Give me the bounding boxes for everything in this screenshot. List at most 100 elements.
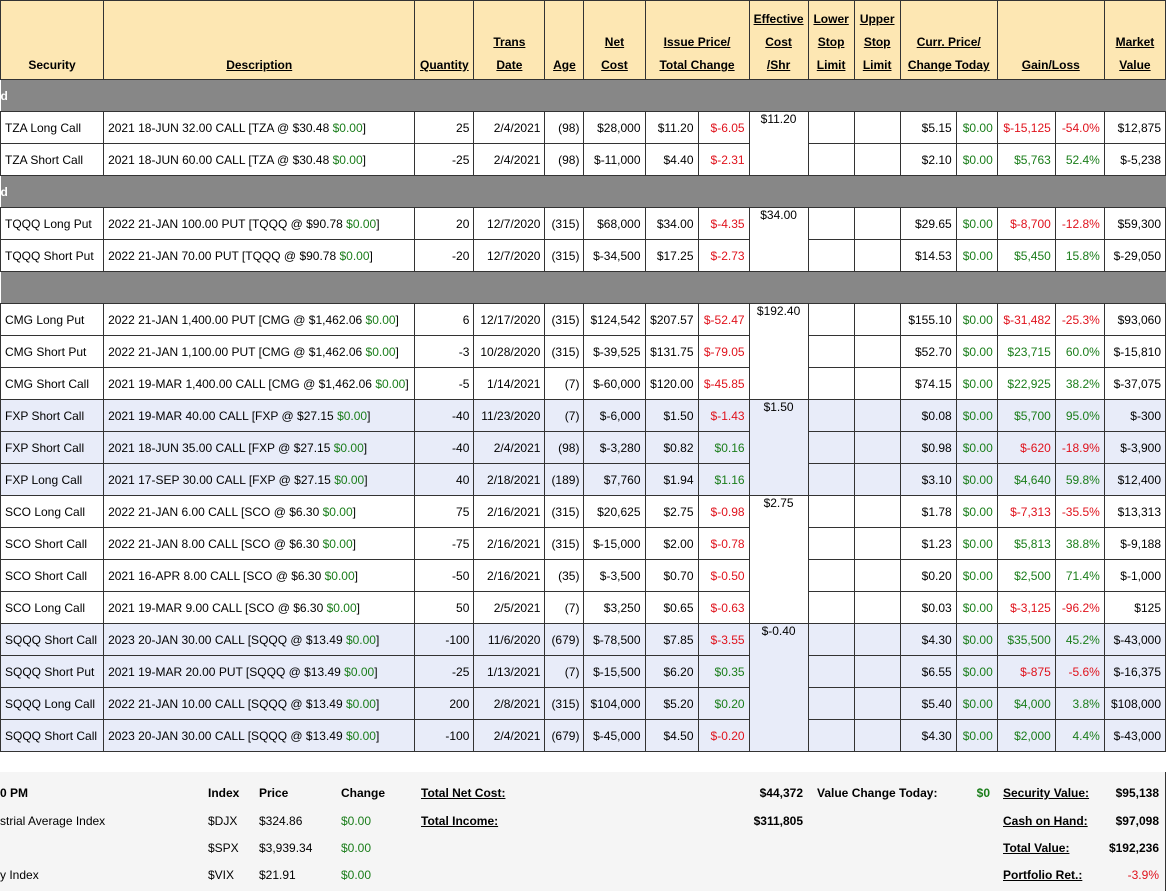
table-row[interactable]: FXP Short Call 2021 18-JUN 35.00 CALL [FX… [0, 431, 1166, 464]
security-cell[interactable]: SQQQ Short Call [0, 719, 105, 752]
col-lower-stop[interactable]: Lower Stop Limit [807, 0, 855, 80]
lower-stop-cell[interactable] [807, 111, 855, 144]
underlying-change: $0.00 [322, 504, 353, 519]
security-cell[interactable]: SCO Long Call [0, 495, 105, 528]
security-cell[interactable]: SQQQ Long Call [0, 687, 105, 720]
lower-stop-cell[interactable] [807, 559, 855, 592]
security-cell[interactable]: FXP Short Call [0, 399, 105, 432]
security-cell[interactable]: SCO Short Call [0, 559, 105, 592]
market-value-cell: $12,400 [1103, 463, 1166, 496]
table-row[interactable]: TQQQ Short Put 2022 21-JAN 70.00 PUT [TQQ… [0, 239, 1166, 272]
table-row[interactable]: CMG Long Put 2022 21-JAN 1,400.00 PUT [CM… [0, 303, 1166, 400]
upper-stop-cell[interactable] [853, 719, 901, 752]
col-net-cost[interactable]: Net Cost [583, 0, 646, 80]
col-age[interactable]: Age [544, 0, 585, 80]
gain-loss-cell: $22,925 [996, 367, 1056, 400]
lower-stop-cell[interactable] [807, 143, 855, 176]
col-effective-cost[interactable]: Effective Cost/Shr [748, 0, 809, 80]
security-cell[interactable]: FXP Long Call [0, 463, 105, 496]
table-row[interactable]: SQQQ Short Call 2023 20-JAN 30.00 CALL [S… [0, 719, 1166, 752]
col-description[interactable]: Description [103, 0, 416, 80]
lower-stop-cell[interactable] [807, 719, 855, 752]
table-row[interactable]: TQQQ Long Put 2022 21-JAN 100.00 PUT [TQQ… [0, 207, 1166, 272]
col-market-value[interactable]: Market Value [1103, 0, 1166, 80]
security-cell[interactable]: SQQQ Short Call [0, 623, 105, 656]
lower-stop-cell[interactable] [807, 623, 855, 656]
upper-stop-cell[interactable] [853, 431, 901, 464]
security-cell[interactable]: TZA Short Call [0, 143, 105, 176]
table-row[interactable]: FXP Long Call 2021 17-SEP 30.00 CALL [FXP… [0, 463, 1166, 496]
security-cell[interactable]: SCO Long Call [0, 591, 105, 624]
security-cell[interactable]: CMG Short Put [0, 335, 105, 368]
description-text: 2022 21-JAN 6.00 CALL [SCO @ $6.30 [108, 504, 323, 519]
col-upper-stop[interactable]: Upper Stop Limit [853, 0, 901, 80]
table-row[interactable]: SCO Long Call 2022 21-JAN 6.00 CALL [SCO … [0, 495, 1166, 624]
upper-stop-cell[interactable] [853, 495, 901, 528]
curr-price-cell: $29.65 [899, 207, 957, 240]
table-row[interactable]: SQQQ Long Call 2022 21-JAN 10.00 CALL [SQ… [0, 687, 1166, 720]
security-cell[interactable]: CMG Short Call [0, 367, 105, 400]
upper-stop-cell[interactable] [853, 335, 901, 368]
lower-stop-cell[interactable] [807, 527, 855, 560]
table-row[interactable]: SQQQ Short Call 2023 20-JAN 30.00 CALL [S… [0, 623, 1166, 752]
lower-stop-cell[interactable] [807, 463, 855, 496]
lower-stop-cell[interactable] [807, 687, 855, 720]
upper-stop-cell[interactable] [853, 143, 901, 176]
group-header-row: d [0, 79, 1166, 112]
lower-stop-cell[interactable] [807, 431, 855, 464]
col-curr-price[interactable]: Curr. Price/Change Today [899, 0, 998, 80]
lower-stop-cell[interactable] [807, 495, 855, 528]
trans-date-cell: 2/8/2021 [473, 687, 546, 720]
upper-stop-cell[interactable] [853, 463, 901, 496]
col-gain-loss[interactable]: Gain/Loss [996, 0, 1105, 80]
lower-stop-cell[interactable] [807, 399, 855, 432]
index-panel: 0 PM Index Price Change strial Average I… [0, 772, 415, 891]
security-cell[interactable]: FXP Short Call [0, 431, 105, 464]
security-cell[interactable]: TQQQ Long Put [0, 207, 105, 240]
upper-stop-cell[interactable] [853, 687, 901, 720]
col-trans-date[interactable]: Trans Date [473, 0, 546, 80]
col-issue-price[interactable]: Issue Price/Total Change [644, 0, 750, 80]
security-cell[interactable]: TZA Long Call [0, 111, 105, 144]
age-cell: (315) [544, 687, 585, 720]
table-row[interactable]: FXP Short Call 2021 19-MAR 40.00 CALL [FX… [0, 399, 1166, 496]
lower-stop-cell[interactable] [807, 303, 855, 336]
table-row[interactable]: TZA Long Call 2021 18-JUN 32.00 CALL [TZA… [0, 111, 1166, 176]
col-quantity[interactable]: Quantity [414, 0, 475, 80]
security-cell[interactable]: SQQQ Short Put [0, 655, 105, 688]
lower-stop-cell[interactable] [807, 207, 855, 240]
lower-stop-cell[interactable] [807, 591, 855, 624]
table-row[interactable]: CMG Short Call 2021 19-MAR 1,400.00 CALL … [0, 367, 1166, 400]
upper-stop-cell[interactable] [853, 303, 901, 336]
description-cell: 2021 19-MAR 20.00 PUT [SQQQ @ $13.49 $0.… [103, 655, 416, 688]
upper-stop-cell[interactable] [853, 239, 901, 272]
upper-stop-cell[interactable] [853, 559, 901, 592]
table-row[interactable]: SCO Long Call 2021 19-MAR 9.00 CALL [SCO … [0, 591, 1166, 624]
quantity-cell: -20 [414, 239, 475, 272]
lower-stop-cell[interactable] [807, 367, 855, 400]
table-row[interactable]: TZA Short Call 2021 18-JUN 60.00 CALL [TZ… [0, 143, 1166, 176]
upper-stop-cell[interactable] [853, 111, 901, 144]
upper-stop-cell[interactable] [853, 527, 901, 560]
lower-stop-cell[interactable] [807, 335, 855, 368]
upper-stop-cell[interactable] [853, 399, 901, 432]
age-cell: (189) [544, 463, 585, 496]
lower-stop-cell[interactable] [807, 239, 855, 272]
upper-stop-cell[interactable] [853, 207, 901, 240]
lower-stop-cell[interactable] [807, 655, 855, 688]
total-change-cell: $-0.50 [697, 559, 750, 592]
table-row[interactable]: CMG Short Put 2022 21-JAN 1,100.00 PUT [C… [0, 335, 1166, 368]
upper-stop-cell[interactable] [853, 623, 901, 656]
security-cell[interactable]: CMG Long Put [0, 303, 105, 336]
portfolio-table: Security Description Quantity Trans Date … [0, 0, 1166, 752]
upper-stop-cell[interactable] [853, 591, 901, 624]
upper-stop-cell[interactable] [853, 367, 901, 400]
col-security[interactable]: Security [0, 0, 105, 80]
upper-stop-cell[interactable] [853, 655, 901, 688]
total-change-cell: $-79.05 [697, 335, 750, 368]
table-row[interactable]: SCO Short Call 2022 21-JAN 8.00 CALL [SCO… [0, 527, 1166, 560]
table-row[interactable]: SCO Short Call 2021 16-APR 8.00 CALL [SCO… [0, 559, 1166, 592]
table-row[interactable]: SQQQ Short Put 2021 19-MAR 20.00 PUT [SQQ… [0, 655, 1166, 688]
security-cell[interactable]: TQQQ Short Put [0, 239, 105, 272]
security-cell[interactable]: SCO Short Call [0, 527, 105, 560]
